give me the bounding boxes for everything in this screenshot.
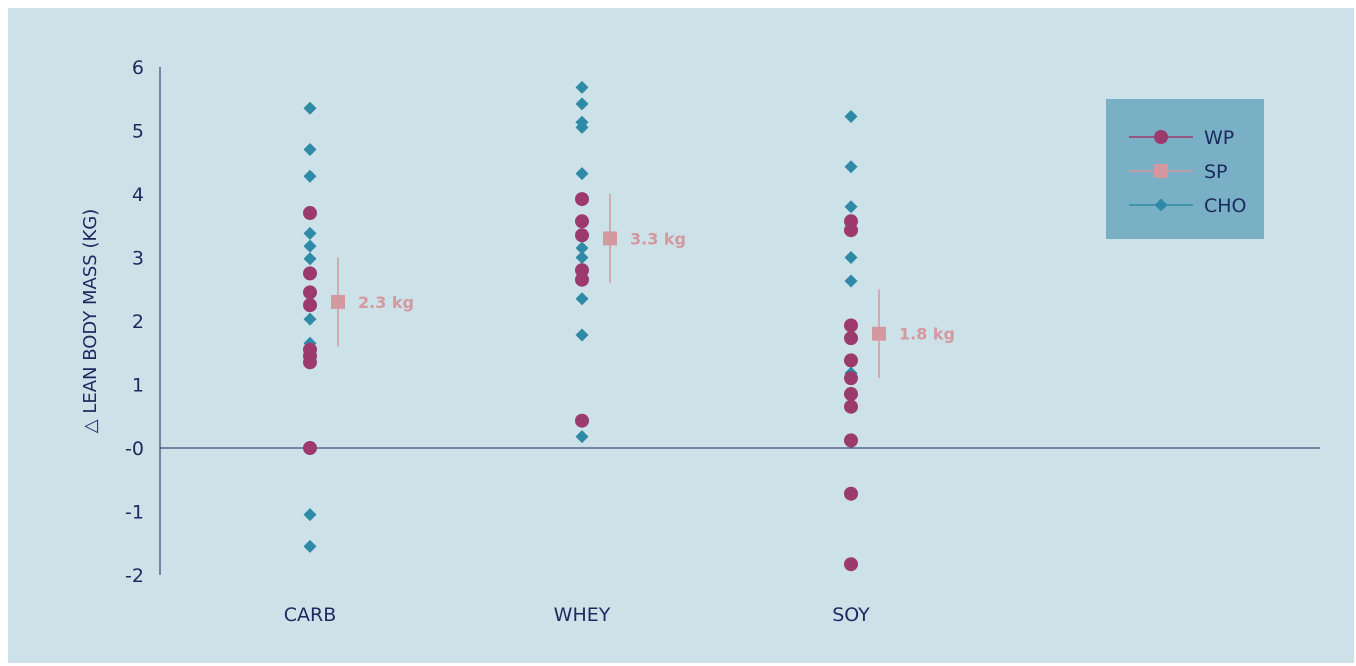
legend-label: WP [1204,127,1234,149]
wp-point [844,318,858,333]
wp-point [575,214,589,229]
y-axis-title: △ LEAN BODY MASS (KG) [80,209,101,433]
wp-point [844,399,858,414]
legend-marker [1154,198,1168,212]
mean-marker [603,231,617,246]
wp-point [844,223,858,238]
cho-point [303,169,317,183]
cho-point [303,312,317,326]
cho-point [575,120,589,134]
chart-panel: 6 5 4 3 2 1 -0 -1 -2 CARB WHEY SOY △ LEAN BODY MASS … [8,8,1354,663]
cho-point [575,292,589,306]
cho-point [303,539,317,553]
mean-marker [331,294,345,309]
cho-point [303,252,317,266]
cho-point [575,328,589,342]
y-tick-label: 5 [132,121,144,143]
wp-point [303,285,317,300]
wp-point [844,371,858,386]
wp-point [575,413,589,428]
legend-marker [1154,164,1168,178]
x-category-label: WHEY [554,604,611,626]
wp-point [844,331,858,346]
legend: WP SP CHO [1106,99,1264,239]
y-tick-label: 1 [132,375,144,397]
cho-point [844,160,858,174]
mean-marker [872,326,886,341]
legend-label: CHO [1204,195,1247,217]
mean-value-label: 2.3 kg [358,293,414,312]
cho-point [844,110,858,124]
wp-point [844,353,858,368]
y-tick-label: -2 [125,565,144,587]
wp-point [844,557,858,572]
x-category-label: CARB [284,604,337,626]
wp-point [303,206,317,221]
x-category-label: SOY [832,604,870,626]
y-tick-label: 6 [132,57,144,79]
legend-label: SP [1204,161,1228,183]
cho-point [575,241,589,255]
mean-value-label: 1.8 kg [899,325,955,344]
legend-marker [1154,130,1168,144]
y-tick-label: 3 [132,248,144,270]
cho-point [575,167,589,181]
mean-value-label: 3.3 kg [630,229,686,248]
y-tick-label: 4 [132,184,144,206]
cho-point [575,251,589,264]
wp-point [844,486,858,501]
cho-point [303,143,317,157]
y-tick-label: -0 [125,438,144,460]
legend-box [1106,99,1264,239]
wp-point [575,228,589,243]
cho-point [303,101,317,115]
chart: 6 5 4 3 2 1 -0 -1 -2 CARB WHEY SOY △ LEAN BODY MASS … [80,57,1320,626]
wp-point [303,355,317,370]
cho-point [575,80,589,94]
data-marks: 2.3 kg 3.3 kg 1.8 kg [303,80,955,572]
cho-point [844,251,858,264]
cho-point [844,200,858,214]
cho-point [303,226,317,240]
wp-point [575,192,589,207]
y-tick-label: 2 [132,311,144,333]
wp-point [303,266,317,281]
wp-point [844,433,858,448]
cho-point [303,508,317,522]
y-tick-label: -1 [125,502,144,524]
cho-point [303,239,317,253]
axes: 6 5 4 3 2 1 -0 -1 -2 CARB WHEY SOY △ LEAN BODY MASS … [80,57,1320,626]
cho-point [575,97,589,111]
wp-point [575,272,589,287]
cho-point [844,274,858,288]
wp-point [303,441,317,455]
wp-point [844,387,858,402]
wp-point [303,298,317,313]
cho-point [575,430,589,444]
